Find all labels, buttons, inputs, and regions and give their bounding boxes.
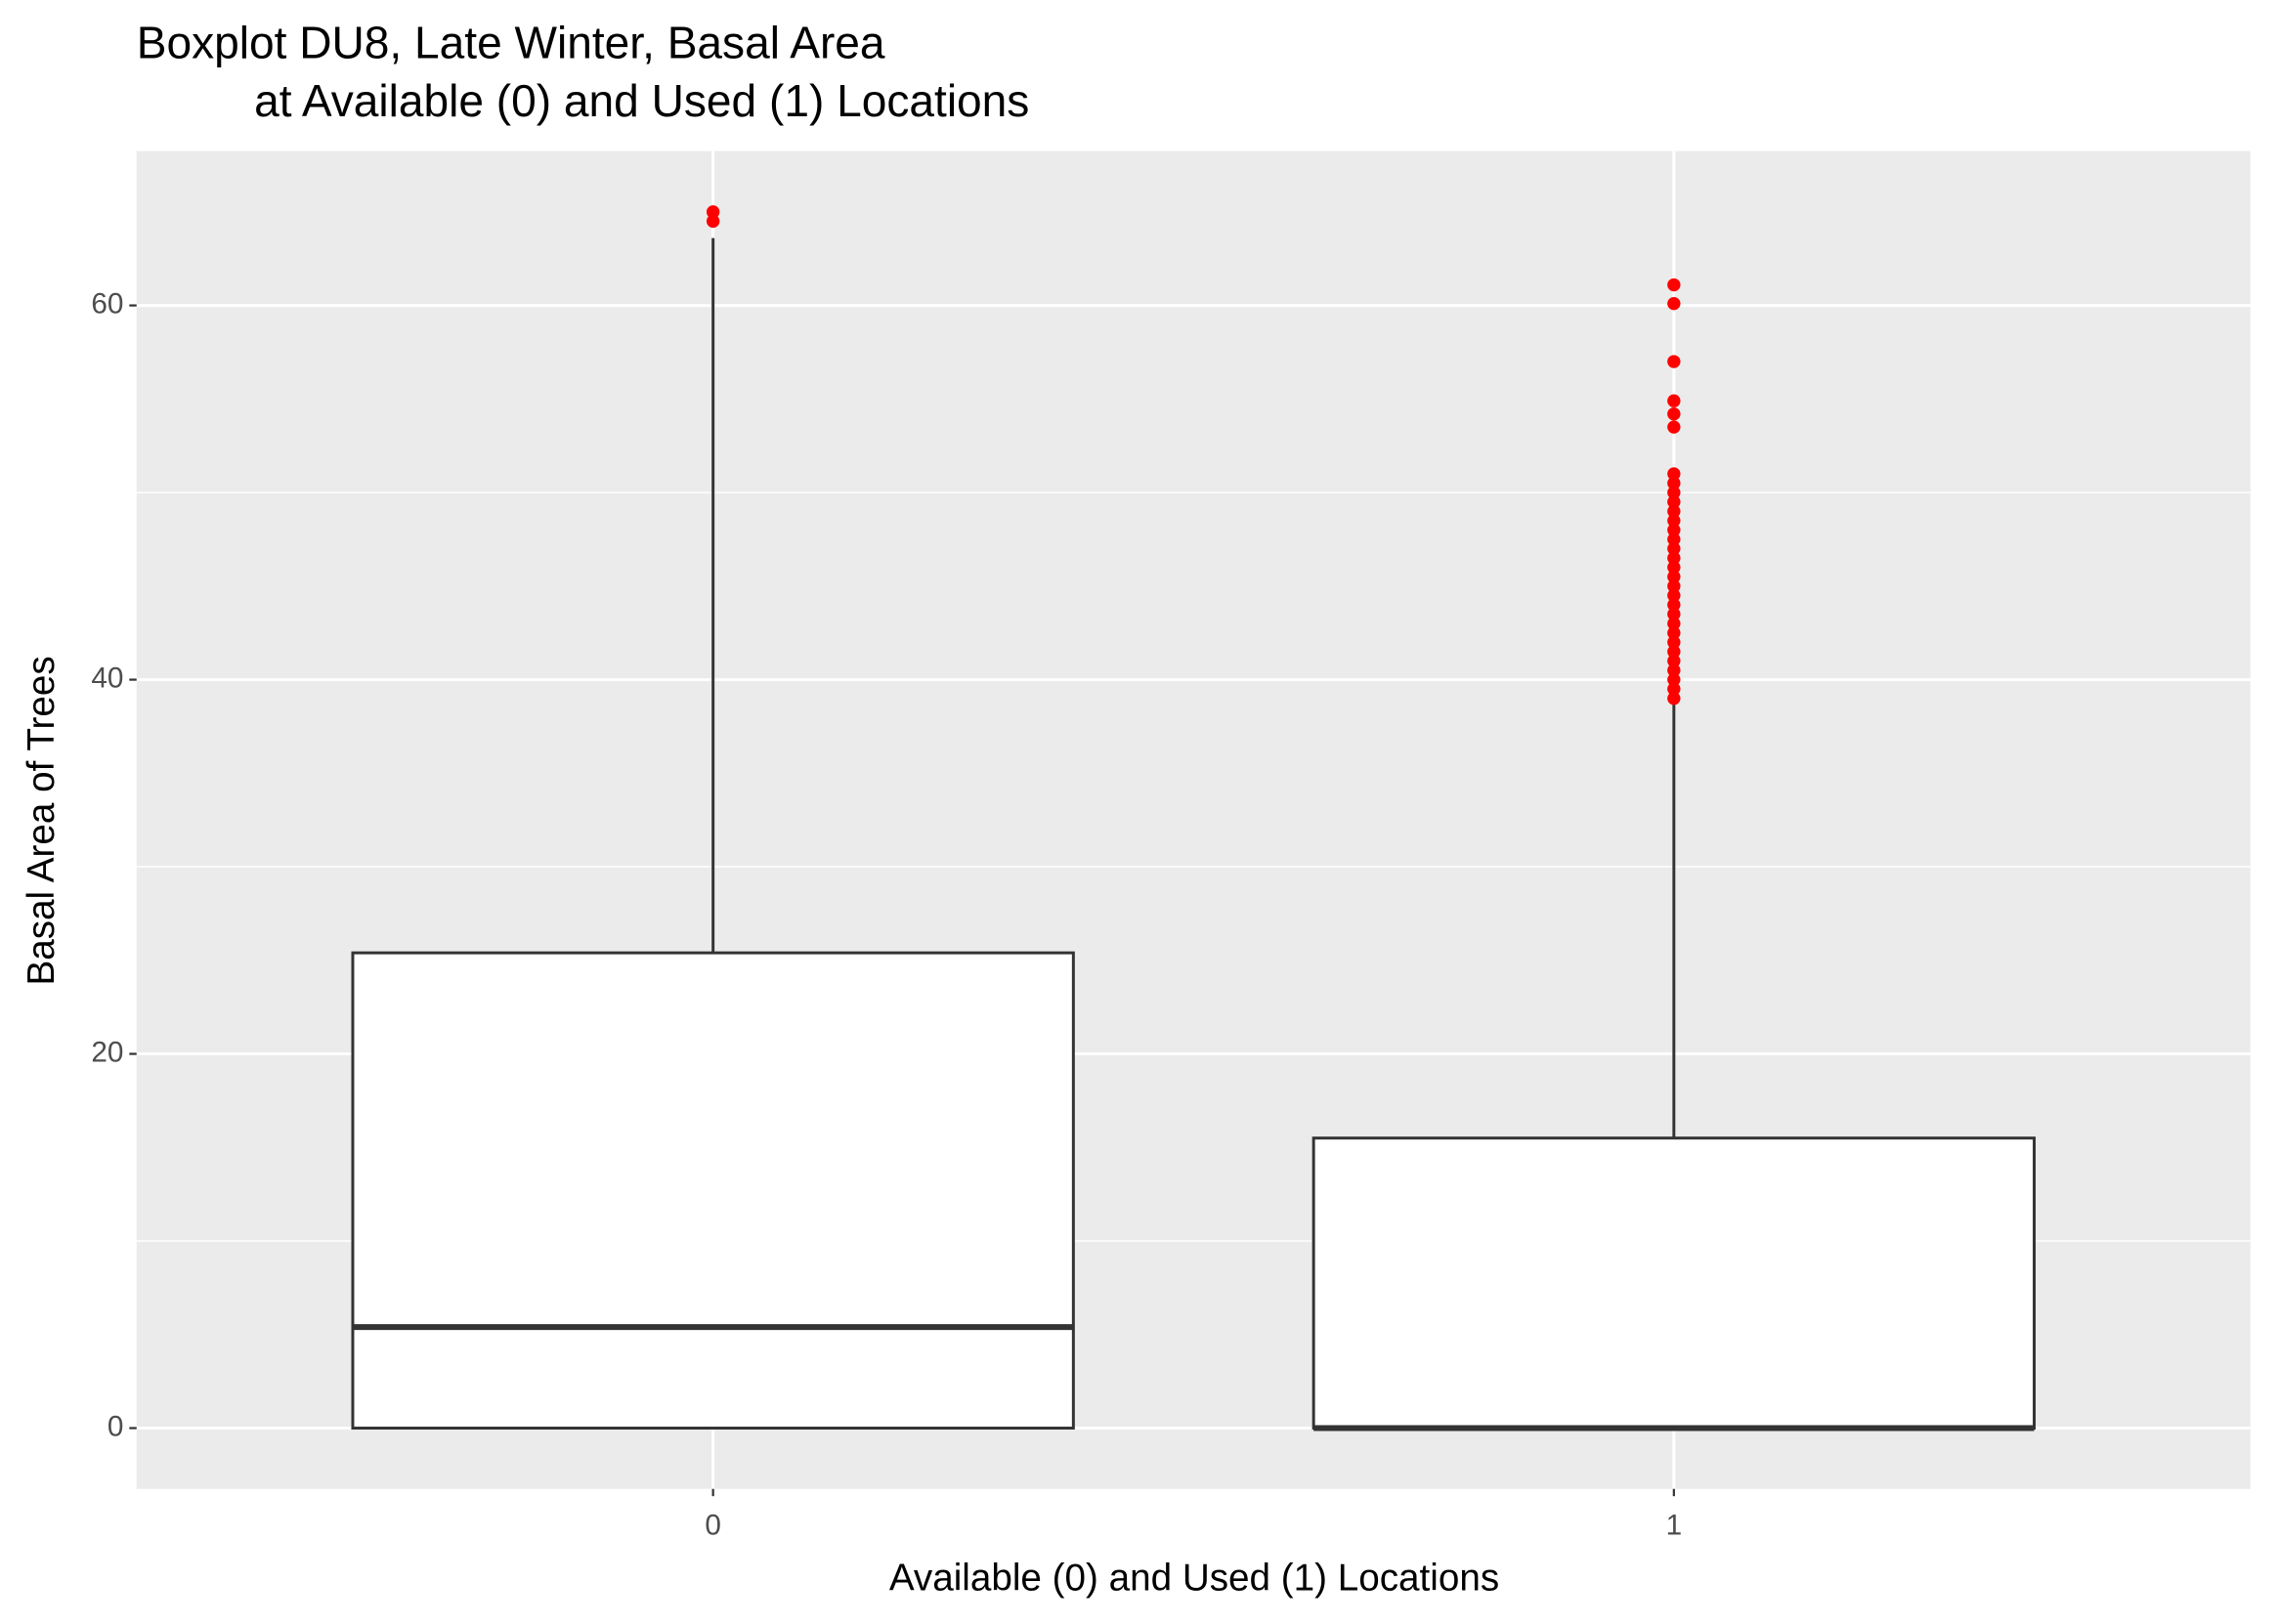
outlier	[1667, 533, 1681, 546]
outlier	[1667, 579, 1681, 593]
y-tick-label: 0	[107, 1410, 124, 1442]
outlier	[706, 214, 720, 229]
x-tick-label: 1	[1666, 1509, 1683, 1541]
outlier	[1667, 607, 1681, 621]
outlier	[1667, 514, 1681, 528]
outlier	[1667, 278, 1681, 292]
outlier	[1667, 560, 1681, 575]
outlier	[1667, 504, 1681, 518]
outlier	[1667, 692, 1681, 705]
x-tick-label: 0	[705, 1509, 721, 1541]
y-tick-label: 40	[91, 662, 123, 694]
outlier	[1667, 551, 1681, 565]
outlier	[1667, 625, 1681, 640]
outlier	[1667, 523, 1681, 537]
outlier	[1667, 406, 1681, 421]
outlier	[1667, 617, 1681, 630]
outlier	[1667, 394, 1681, 407]
outlier	[1667, 296, 1681, 311]
y-tick-label: 60	[91, 287, 123, 320]
outlier	[1667, 588, 1681, 603]
outlier	[1667, 494, 1681, 509]
outlier	[1667, 654, 1681, 668]
y-axis-title: Basal Area of Trees	[21, 656, 63, 985]
outlier	[1667, 672, 1681, 687]
box	[1311, 1136, 2037, 1431]
outlier	[1667, 682, 1681, 696]
box	[351, 951, 1075, 1431]
outlier	[1667, 663, 1681, 677]
outlier	[1667, 476, 1681, 491]
outlier	[1667, 570, 1681, 583]
chart-title: Boxplot DU8, Late Winter, Basal Area	[137, 18, 885, 68]
chart-title: at Available (0) and Used (1) Locations	[254, 75, 1029, 126]
outlier	[1667, 486, 1681, 499]
outlier	[1667, 420, 1681, 434]
x-axis-title: Available (0) and Used (1) Locations	[889, 1558, 1499, 1600]
outlier	[1667, 635, 1681, 649]
outlier	[1667, 541, 1681, 556]
outlier	[1667, 645, 1681, 659]
outlier	[706, 205, 720, 219]
y-tick-label: 20	[91, 1036, 123, 1068]
outlier	[1667, 467, 1681, 481]
outlier	[1667, 355, 1681, 368]
outlier	[1667, 598, 1681, 612]
